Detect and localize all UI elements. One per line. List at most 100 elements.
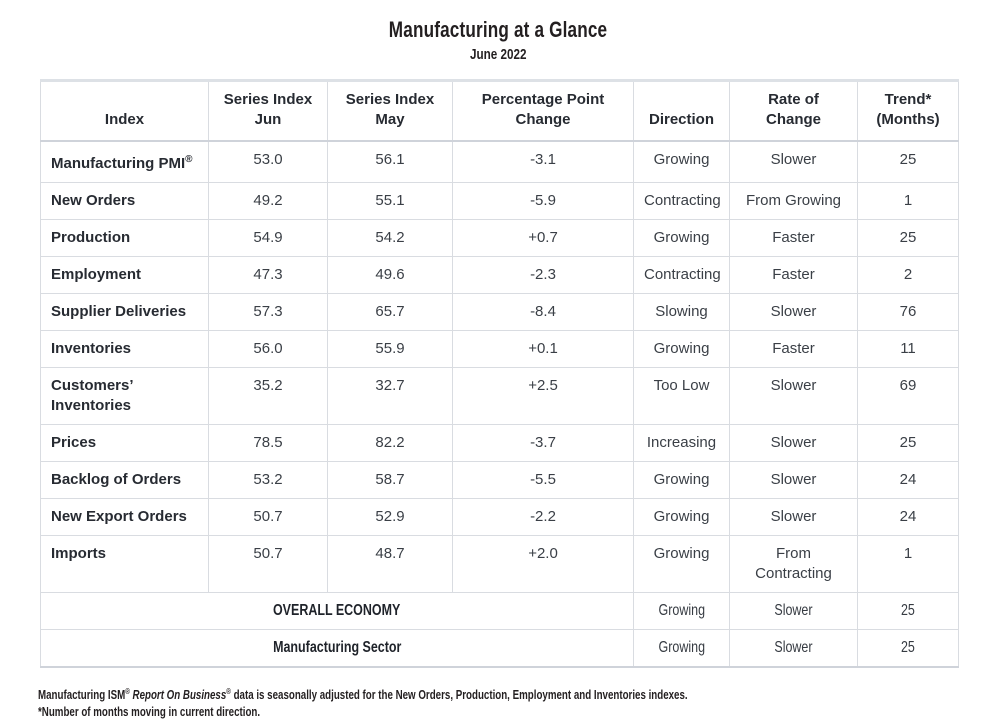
cell-change: +2.0 [452, 535, 634, 593]
cell-jun: 56.0 [208, 330, 328, 368]
cell-direction: Growing [633, 219, 730, 257]
cell-rate: Slower [729, 461, 858, 499]
cell-jun: 54.9 [208, 219, 328, 257]
cell-direction: Growing [633, 592, 730, 630]
cell-jun: 53.2 [208, 461, 328, 499]
page-title: Manufacturing at a Glance [388, 17, 608, 42]
table-row-prices: Prices 78.5 82.2 -3.7 Increasing Slower … [40, 424, 959, 462]
cell-change: -5.5 [452, 461, 634, 499]
cell-rate: Slower [729, 140, 858, 183]
table-row-manufacturing-pmi: Manufacturing PMI® 53.0 56.1 -3.1 Growin… [40, 140, 959, 183]
table-row-inventories: Inventories 56.0 55.9 +0.1 Growing Faste… [40, 330, 959, 368]
row-label: New Orders [40, 182, 209, 220]
cell-may: 58.7 [327, 461, 453, 499]
cell-may: 49.6 [327, 256, 453, 294]
cell-direction: Contracting [633, 182, 730, 220]
cell-jun: 49.2 [208, 182, 328, 220]
table-row-supplier-deliveries: Supplier Deliveries 57.3 65.7 -8.4 Slowi… [40, 293, 959, 331]
manufacturing-at-a-glance-table: Index Series Index Jun Series Index May Pe… [40, 79, 959, 668]
cell-jun: 35.2 [208, 367, 328, 425]
cell-trend: 25 [857, 629, 959, 668]
cell-change: -2.3 [452, 256, 634, 294]
summary-row-overall-economy: OVERALL ECONOMY Growing Slower 25 [40, 592, 959, 630]
cell-rate: Faster [729, 219, 858, 257]
cell-trend: 11 [857, 330, 959, 368]
cell-direction: Growing [633, 498, 730, 536]
cell-change: +0.7 [452, 219, 634, 257]
summary-label: OVERALL ECONOMY [40, 592, 634, 630]
cell-jun: 78.5 [208, 424, 328, 462]
footnotes: Manufacturing ISM® Report On Business® d… [38, 683, 996, 721]
cell-trend: 76 [857, 293, 959, 331]
cell-change: -5.9 [452, 182, 634, 220]
cell-may: 54.2 [327, 219, 453, 257]
cell-trend: 69 [857, 367, 959, 425]
cell-rate: Slower [729, 293, 858, 331]
cell-trend: 24 [857, 461, 959, 499]
cell-trend: 25 [857, 140, 959, 183]
table-row-production: Production 54.9 54.2 +0.7 Growing Faster… [40, 219, 959, 257]
cell-change: -8.4 [452, 293, 634, 331]
cell-direction: Too Low [633, 367, 730, 425]
cell-rate: From Contracting [729, 535, 858, 593]
cell-direction: Growing [633, 140, 730, 183]
cell-jun: 53.0 [208, 140, 328, 183]
cell-change: -3.7 [452, 424, 634, 462]
registered-mark: ® [185, 154, 193, 165]
cell-may: 55.9 [327, 330, 453, 368]
cell-may: 52.9 [327, 498, 453, 536]
registered-mark: ® [226, 687, 231, 696]
summary-row-manufacturing-sector: Manufacturing Sector Growing Slower 25 [40, 629, 959, 668]
row-label: Production [40, 219, 209, 257]
cell-may: 32.7 [327, 367, 453, 425]
cell-may: 65.7 [327, 293, 453, 331]
table-row-new-export-orders: New Export Orders 50.7 52.9 -2.2 Growing… [40, 498, 959, 536]
cell-jun: 50.7 [208, 535, 328, 593]
cell-direction: Growing [633, 461, 730, 499]
cell-change: -2.2 [452, 498, 634, 536]
cell-trend: 1 [857, 535, 959, 593]
col-header-index: Index [40, 80, 209, 142]
cell-trend: 25 [857, 424, 959, 462]
cell-trend: 2 [857, 256, 959, 294]
table-row-imports: Imports 50.7 48.7 +2.0 Growing From Cont… [40, 535, 959, 593]
row-label: Prices [40, 424, 209, 462]
cell-may: 82.2 [327, 424, 453, 462]
cell-direction: Growing [633, 629, 730, 668]
cell-trend: 1 [857, 182, 959, 220]
table-row-customers-inventories: Customers’ Inventories 35.2 32.7 +2.5 To… [40, 367, 959, 425]
cell-direction: Growing [633, 535, 730, 593]
cell-change: +0.1 [452, 330, 634, 368]
cell-rate: Slower [729, 498, 858, 536]
cell-may: 48.7 [327, 535, 453, 593]
col-header-series-may: Series Index May [327, 80, 453, 142]
row-label: Employment [40, 256, 209, 294]
footnote-line-1: Manufacturing ISM® Report On Business® d… [38, 687, 688, 703]
col-header-trend: Trend* (Months) [857, 80, 959, 142]
col-header-direction: Direction [633, 80, 730, 142]
col-header-rate: Rate of Change [729, 80, 858, 142]
col-header-pct-change: Percentage Point Change [452, 80, 634, 142]
cell-jun: 57.3 [208, 293, 328, 331]
cell-direction: Slowing [633, 293, 730, 331]
row-label: Manufacturing PMI® [40, 140, 209, 183]
cell-rate: From Growing [729, 182, 858, 220]
footnote-line-2: *Number of months moving in current dire… [38, 705, 261, 720]
row-label: Inventories [40, 330, 209, 368]
table-row-new-orders: New Orders 49.2 55.1 -5.9 Contracting Fr… [40, 182, 959, 220]
cell-rate: Slower [729, 629, 858, 668]
row-label: Supplier Deliveries [40, 293, 209, 331]
cell-rate: Slower [729, 592, 858, 630]
title-block: Manufacturing at a Glance June 2022 [0, 17, 996, 63]
summary-label: Manufacturing Sector [40, 629, 634, 668]
cell-trend: 24 [857, 498, 959, 536]
cell-rate: Faster [729, 256, 858, 294]
page-subtitle: June 2022 [469, 46, 527, 63]
cell-may: 56.1 [327, 140, 453, 183]
table-row-employment: Employment 47.3 49.6 -2.3 Contracting Fa… [40, 256, 959, 294]
cell-direction: Contracting [633, 256, 730, 294]
cell-trend: 25 [857, 219, 959, 257]
row-label: New Export Orders [40, 498, 209, 536]
cell-rate: Faster [729, 330, 858, 368]
table-row-backlog-of-orders: Backlog of Orders 53.2 58.7 -5.5 Growing… [40, 461, 959, 499]
